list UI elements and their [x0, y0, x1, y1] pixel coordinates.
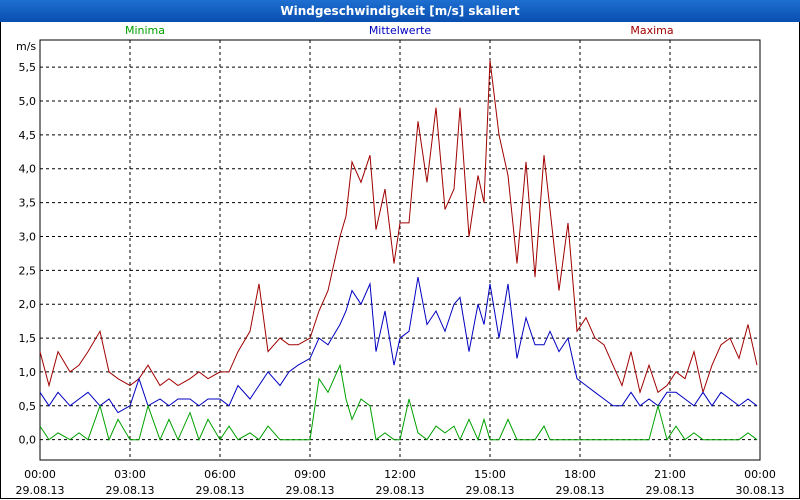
- y-tick-label: 0,5: [19, 400, 37, 413]
- y-tick-labels: 0,0 0,5 1,0 1,5 2,0 2,5 3,0 3,5 4,0 4,5 5,0 5,5: [19, 61, 37, 447]
- grid: [40, 40, 760, 460]
- legend-maxima: Maxima: [630, 24, 673, 37]
- x-tick-time: 15:00: [474, 468, 506, 481]
- legend-mittelwerte: Mittelwerte: [369, 24, 432, 37]
- x-tick-date: 29.08.13: [286, 484, 335, 497]
- x-tick-time: 18:00: [564, 468, 596, 481]
- x-tick-time: 21:00: [654, 468, 686, 481]
- x-tick-date: 30.08.13: [736, 484, 785, 497]
- y-tick-label: 0,0: [19, 434, 37, 447]
- legend-minima: Minima: [125, 24, 165, 37]
- y-tick-label: 3,0: [19, 230, 37, 243]
- y-tick-label: 4,0: [19, 163, 37, 176]
- x-tick-date: 29.08.13: [646, 484, 695, 497]
- series-lines: [39, 60, 758, 442]
- x-tick-time: 00:00: [24, 468, 56, 481]
- y-tick-label: 2,0: [19, 298, 37, 311]
- y-tick-label: 5,0: [19, 95, 37, 108]
- y-tick-label: 4,5: [19, 129, 37, 142]
- x-tick-date: 29.08.13: [16, 484, 65, 497]
- y-tick-label: 1,5: [19, 332, 37, 345]
- x-tick-time: 03:00: [114, 468, 146, 481]
- x-tick-date: 29.08.13: [106, 484, 155, 497]
- series-line-maxima: [39, 60, 758, 395]
- series-line-minima: [39, 363, 758, 442]
- x-tick-date: 29.08.13: [196, 484, 245, 497]
- y-tick-label: 1,0: [19, 366, 37, 379]
- x-tick-time: 12:00: [384, 468, 416, 481]
- x-tick-time: 09:00: [294, 468, 326, 481]
- x-tick-time: 06:00: [204, 468, 236, 481]
- chart-title: Windgeschwindigkeit [m/s] skaliert: [0, 0, 800, 22]
- x-tick-labels: 00:00 29.08.13 03:00 29.08.13 06:00 29.08.13 0…: [16, 468, 785, 497]
- y-tick-label: 5,5: [19, 61, 37, 74]
- x-tick-date: 29.08.13: [466, 484, 515, 497]
- x-tick-time: 00:00: [744, 468, 776, 481]
- series-line-mittelwerte: [39, 277, 758, 414]
- y-axis-label: m/s: [16, 40, 36, 53]
- y-tick-label: 2,5: [19, 264, 37, 277]
- x-tick-date: 29.08.13: [556, 484, 605, 497]
- x-tick-date: 29.08.13: [376, 484, 425, 497]
- y-tick-label: 3,5: [19, 197, 37, 210]
